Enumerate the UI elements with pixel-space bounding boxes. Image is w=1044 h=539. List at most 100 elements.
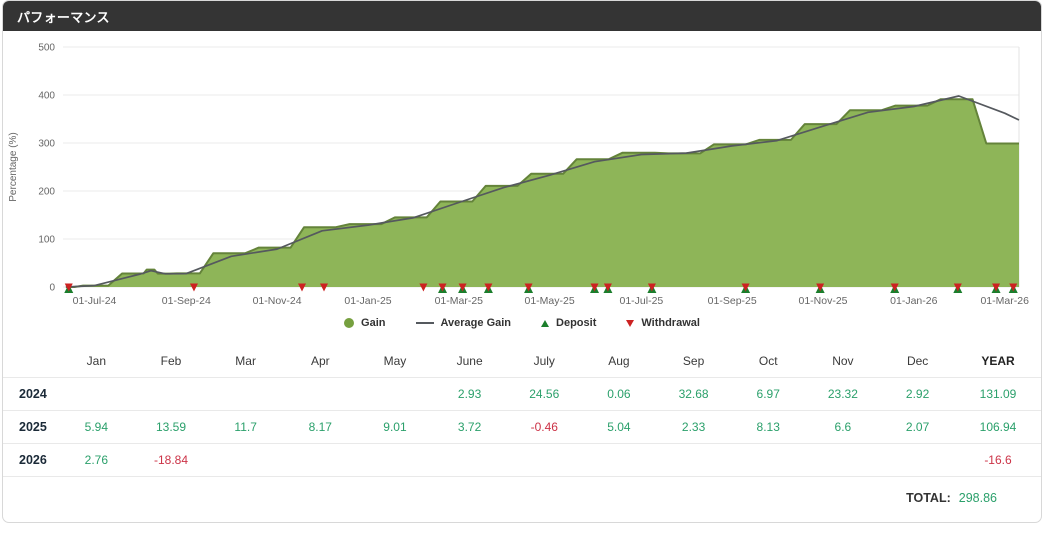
month-value-cell: 5.04 <box>607 420 631 434</box>
column-header-aug: Aug <box>581 345 657 378</box>
month-value-cell: 23.32 <box>827 387 858 401</box>
month-value-cell <box>432 444 507 477</box>
y-axis-title: Percentage (%) <box>8 132 19 201</box>
x-tick-label: 01-Jan-25 <box>344 295 391 307</box>
month-value-cell: 2.92 <box>905 387 930 401</box>
withdrawal-marker <box>590 283 599 292</box>
month-value-cell <box>358 444 433 477</box>
month-value-cell <box>208 378 283 411</box>
withdrawal-marker <box>816 283 825 292</box>
table-corner <box>3 345 59 378</box>
column-header-oct: Oct <box>730 345 806 378</box>
month-value-cell: 8.17 <box>308 420 332 434</box>
withdrawal-marker <box>741 283 750 292</box>
y-tick-label: 0 <box>49 283 55 294</box>
withdrawal-marker <box>890 283 899 292</box>
month-value-cell: 9.01 <box>383 420 407 434</box>
column-header-may: May <box>357 345 433 378</box>
month-value-cell <box>582 444 657 477</box>
withdrawal-marker <box>458 283 467 292</box>
monthly-performance-table: Jan Feb Mar Apr May June July Aug Sep Oct Nov Dec YE… <box>3 345 1041 477</box>
month-value-cell <box>656 444 731 477</box>
x-tick-label: 01-Sep-24 <box>162 295 211 307</box>
x-tick-label: 01-Sep-25 <box>708 295 757 307</box>
legend-label-gain: Gain <box>361 317 386 329</box>
column-header-dec: Dec <box>880 345 955 378</box>
chart-legend: Gain Average Gain Deposit Withdrawal <box>3 311 1041 335</box>
year-row-2024: 2024 2.93 24.56 0.06 32.68 6.97 23.32 2.92 131.0… <box>3 378 1041 411</box>
column-header-june: June <box>432 345 507 378</box>
gain-circle-icon <box>344 318 355 328</box>
month-value-cell: 5.94 <box>84 420 108 434</box>
legend-label-average-gain: Average Gain <box>440 317 512 329</box>
month-value-cell: 0.06 <box>607 387 631 401</box>
month-value-cell: 2.93 <box>457 387 482 401</box>
total-value: 298.86 <box>958 491 997 505</box>
month-value-cell: 2.76 <box>84 453 108 467</box>
column-header-july: July <box>506 345 582 378</box>
month-value-cell: 13.59 <box>155 420 186 434</box>
legend-item-gain[interactable]: Gain <box>344 317 386 329</box>
total-label: TOTAL: <box>906 491 951 505</box>
month-value-cell: 11.7 <box>234 420 257 434</box>
month-value-cell: 8.13 <box>756 420 780 434</box>
legend-item-average-gain[interactable]: Average Gain <box>415 317 512 329</box>
month-value-cell <box>880 444 955 477</box>
deposit-triangle-icon <box>541 319 550 327</box>
withdrawal-marker <box>298 283 306 292</box>
month-value-cell: -18.84 <box>153 453 188 467</box>
withdrawal-marker <box>189 283 198 292</box>
withdrawal-marker <box>438 283 447 292</box>
withdrawal-marker <box>1009 283 1018 292</box>
performance-panel: パフォーマンス 0 100 200 300 400 500 Percentage (%) 01… <box>2 0 1042 523</box>
x-tick-label: 01-May-25 <box>524 295 574 307</box>
year-row-2025: 2025 5.94 13.59 11.7 8.17 9.01 3.72 -0.46 5.04 2.… <box>3 411 1041 444</box>
month-value-cell: 24.56 <box>529 387 560 401</box>
performance-chart[interactable]: 0 100 200 300 400 500 Percentage (%) 01-Jul-24 0… <box>3 37 1041 309</box>
month-value-cell: -0.46 <box>530 420 558 434</box>
legend-label-withdrawal: Withdrawal <box>641 317 700 329</box>
legend-item-withdrawal[interactable]: Withdrawal <box>626 317 700 329</box>
withdrawal-triangle-icon <box>626 319 635 327</box>
withdrawal-marker <box>484 283 493 292</box>
x-tick-label: 01-Mar-26 <box>980 295 1029 307</box>
withdrawal-marker <box>319 283 328 292</box>
year-total-cell: 131.09 <box>979 387 1017 401</box>
x-tick-label: 01-Jan-26 <box>890 295 937 307</box>
x-tick-label: 01-Nov-25 <box>798 295 847 307</box>
legend-label-deposit: Deposit <box>556 317 597 329</box>
column-header-nov: Nov <box>805 345 881 378</box>
x-tick-label: 01-Jul-25 <box>620 295 664 307</box>
month-value-cell <box>507 444 582 477</box>
year-label: 2026 <box>19 453 47 467</box>
column-header-jan: Jan <box>59 345 134 378</box>
legend-item-deposit[interactable]: Deposit <box>541 317 596 329</box>
month-value-cell: 6.97 <box>756 387 780 401</box>
year-total-cell: -16.6 <box>984 453 1012 467</box>
month-value-cell <box>59 378 134 411</box>
month-value-cell <box>134 378 209 411</box>
column-header-mar: Mar <box>208 345 283 378</box>
month-value-cell <box>283 378 358 411</box>
month-value-cell: 2.07 <box>905 420 930 434</box>
panel-title: パフォーマンス <box>17 9 110 25</box>
column-header-feb: Feb <box>133 345 209 378</box>
month-value-cell: 2.33 <box>681 420 706 434</box>
month-value-cell <box>806 444 881 477</box>
x-tick-label: 01-Jul-24 <box>73 295 117 307</box>
withdrawal-marker <box>992 283 1001 292</box>
y-tick-label: 500 <box>38 43 55 54</box>
year-label: 2024 <box>19 387 47 401</box>
y-tick-label: 200 <box>38 187 55 198</box>
gain-area <box>65 99 1019 287</box>
column-header-sep: Sep <box>656 345 731 378</box>
month-value-cell <box>208 444 283 477</box>
year-row-2026: 2026 2.76 -18.84 -16.6 <box>3 444 1041 477</box>
withdrawal-marker <box>419 283 428 292</box>
y-tick-label: 300 <box>38 139 55 150</box>
withdrawal-marker <box>603 283 612 292</box>
x-tick-label: 01-Nov-24 <box>253 295 302 307</box>
year-total-cell: 106.94 <box>979 420 1017 434</box>
withdrawal-marker <box>64 283 73 292</box>
month-value-cell <box>731 444 806 477</box>
